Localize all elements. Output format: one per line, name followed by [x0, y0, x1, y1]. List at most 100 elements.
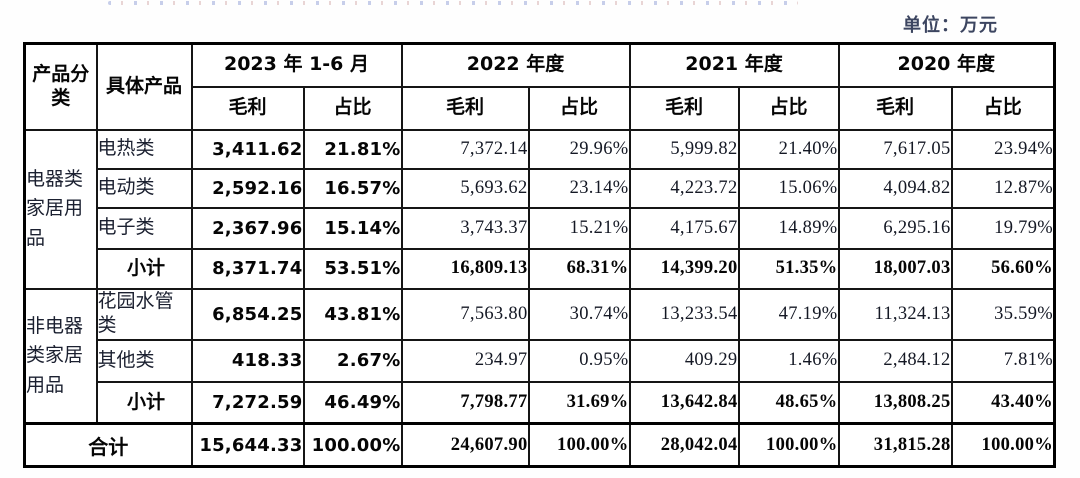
- cell-value: 43.40%: [950, 380, 1056, 425]
- product-label: 电子类: [95, 206, 193, 250]
- product-label: 其他类: [95, 338, 193, 383]
- cell-value: 15.06%: [737, 167, 840, 209]
- header-share-2020: 占比: [950, 85, 1056, 131]
- header-share-2021: 占比: [737, 85, 840, 131]
- header-share-2023: 占比: [302, 85, 403, 131]
- table-row: 非电器类家居用品 花园水管类 6,854.25 43.81% 7,563.80 …: [23, 287, 1056, 425]
- cell-value: 13,233.54: [628, 287, 740, 341]
- cell-value: 18,007.03: [837, 247, 953, 290]
- cell-value: 5,999.82: [628, 128, 740, 170]
- header-period-2023: 2023 年 1-6 月: [190, 42, 403, 88]
- cell-value: 14,399.20: [628, 247, 740, 290]
- cell-value: 23.14%: [527, 167, 631, 209]
- cell-value: 46.49%: [302, 380, 403, 425]
- cell-value: 7,372.14: [400, 128, 530, 170]
- cell-value: 409.29: [628, 338, 740, 383]
- cell-value: 43.81%: [302, 287, 403, 341]
- cell-value: 53.51%: [302, 247, 403, 290]
- subtotal-label: 小计: [95, 380, 193, 425]
- cell-value: 100.00%: [527, 422, 631, 468]
- cell-value: 14.89%: [737, 206, 840, 250]
- cell-value: 24,607.90: [400, 422, 530, 468]
- clipped-text-top-edge: [108, 1, 798, 5]
- cell-value: 13,808.25: [837, 380, 953, 425]
- cell-value: 2,484.12: [837, 338, 953, 383]
- table-row: 其他类 418.33 2.67% 234.97 0.95% 409.29 1.4…: [25, 338, 1056, 383]
- header-gross-profit-2022: 毛利: [400, 85, 530, 131]
- cell-value: 2.67%: [302, 338, 403, 383]
- cell-value: 16.57%: [302, 167, 403, 209]
- category-electric: 电器类家居用品: [23, 128, 98, 290]
- total-row: 合计 15,644.33 100.00% 24,607.90 100.00% 2…: [23, 422, 1056, 468]
- cell-value: 15,644.33: [190, 422, 305, 468]
- cell-value: 7.81%: [950, 338, 1056, 383]
- cell-value: 30.74%: [527, 287, 631, 341]
- gross-profit-table: 产品分类 具体产品 2023 年 1-6 月 2022 年度 2021 年度 2…: [23, 42, 1056, 469]
- cell-value: 16,809.13: [400, 247, 530, 290]
- header-period-2021: 2021 年度: [628, 42, 840, 88]
- cell-value: 21.81%: [302, 128, 403, 170]
- cell-value: 8,371.74: [190, 247, 305, 290]
- header-share-2022: 占比: [527, 85, 631, 131]
- cell-value: 6,295.16: [837, 206, 953, 250]
- subtotal-label: 小计: [95, 247, 193, 290]
- cell-value: 15.14%: [302, 206, 403, 250]
- subtotal-row-electric: 小计 8,371.74 53.51% 16,809.13 68.31% 14,3…: [25, 247, 1056, 290]
- unit-label: 单位：万元: [903, 15, 998, 35]
- cell-value: 234.97: [400, 338, 530, 383]
- cell-value: 47.19%: [737, 287, 840, 341]
- cell-value: 3,411.62: [190, 128, 305, 170]
- cell-value: 7,798.77: [400, 380, 530, 425]
- cell-value: 15.21%: [527, 206, 631, 250]
- cell-value: 51.35%: [737, 247, 840, 290]
- product-label: 电动类: [95, 167, 193, 209]
- cell-value: 23.94%: [950, 128, 1056, 170]
- total-label: 合计: [23, 422, 193, 468]
- header-product-category: 产品分类: [23, 42, 98, 131]
- cell-value: 13,642.84: [628, 380, 740, 425]
- cell-value: 2,592.16: [190, 167, 305, 209]
- cell-value: 100.00%: [302, 422, 403, 468]
- category-non-electric: 非电器类家居用品: [23, 287, 98, 425]
- cell-value: 7,617.05: [837, 128, 953, 170]
- cell-value: 4,223.72: [628, 167, 740, 209]
- cell-value: 56.60%: [950, 247, 1056, 290]
- cell-value: 19.79%: [950, 206, 1056, 250]
- cell-value: 100.00%: [950, 422, 1056, 468]
- product-label: 花园水管类: [95, 287, 193, 341]
- cell-value: 35.59%: [950, 287, 1056, 341]
- header-gross-profit-2021: 毛利: [628, 85, 740, 131]
- cell-value: 6,854.25: [190, 287, 305, 341]
- header-period-2022: 2022 年度: [400, 42, 631, 88]
- table-row: 电器类家居用品 电热类 3,411.62 21.81% 7,372.14 29.…: [23, 128, 1056, 290]
- header-row-periods: 产品分类 具体产品 2023 年 1-6 月 2022 年度 2021 年度 2…: [23, 42, 1056, 131]
- cell-value: 418.33: [190, 338, 305, 383]
- cell-value: 48.65%: [737, 380, 840, 425]
- cell-value: 4,175.67: [628, 206, 740, 250]
- subtotal-row-non-electric: 小计 7,272.59 46.49% 7,798.77 31.69% 13,64…: [25, 380, 1056, 425]
- cell-value: 2,367.96: [190, 206, 305, 250]
- table-row: 电子类 2,367.96 15.14% 3,743.37 15.21% 4,17…: [25, 206, 1056, 250]
- header-specific-product: 具体产品: [95, 42, 193, 131]
- cell-value: 11,324.13: [837, 287, 953, 341]
- cell-value: 28,042.04: [628, 422, 740, 468]
- cell-value: 21.40%: [737, 128, 840, 170]
- cell-value: 4,094.82: [837, 167, 953, 209]
- header-gross-profit-2020: 毛利: [837, 85, 953, 131]
- cell-value: 5,693.62: [400, 167, 530, 209]
- product-label: 电热类: [95, 128, 193, 170]
- cell-value: 7,563.80: [400, 287, 530, 341]
- header-row-measures: 毛利 占比 毛利 占比 毛利 占比 毛利 占比: [25, 85, 1056, 131]
- header-period-2020: 2020 年度: [837, 42, 1056, 88]
- cell-value: 31.69%: [527, 380, 631, 425]
- cell-value: 31,815.28: [837, 422, 953, 468]
- header-gross-profit-2023: 毛利: [190, 85, 305, 131]
- table-row: 电动类 2,592.16 16.57% 5,693.62 23.14% 4,22…: [25, 167, 1056, 209]
- cell-value: 7,272.59: [190, 380, 305, 425]
- cell-value: 100.00%: [737, 422, 840, 468]
- cell-value: 68.31%: [527, 247, 631, 290]
- cell-value: 29.96%: [527, 128, 631, 170]
- cell-value: 1.46%: [737, 338, 840, 383]
- cell-value: 0.95%: [527, 338, 631, 383]
